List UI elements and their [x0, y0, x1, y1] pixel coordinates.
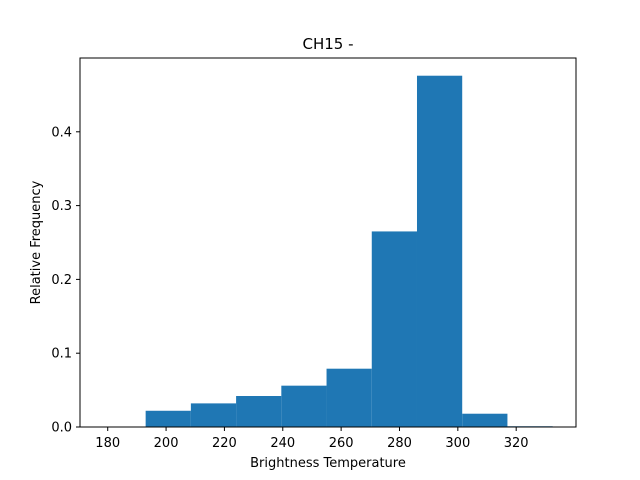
histogram-bar-6	[371, 231, 417, 427]
y-axis-label: Relative Frequency	[29, 180, 44, 304]
chart-title: CH15 -	[302, 35, 353, 53]
y-tick-label-2: 0.2	[51, 273, 72, 288]
histogram-bar-1	[145, 410, 191, 427]
histogram-bar-2	[190, 403, 237, 427]
y-tick-label-1: 0.1	[51, 347, 72, 362]
x-tick-label-1: 200	[154, 436, 179, 451]
y-axis-ticks: 0.0 0.1 0.2 0.3 0.4	[51, 125, 80, 436]
x-tick-label-0: 180	[95, 436, 120, 451]
histogram-bar-5	[326, 368, 372, 427]
x-axis-ticks: 180 200 220 240 260 280 300 320	[95, 427, 529, 451]
x-tick-label-5: 280	[387, 436, 412, 451]
y-tick-label-0: 0.0	[51, 421, 72, 436]
x-tick-label-7: 320	[504, 436, 529, 451]
x-tick-label-6: 300	[445, 436, 470, 451]
y-tick-label-3: 0.3	[51, 199, 72, 214]
x-tick-label-4: 260	[329, 436, 354, 451]
histogram-bar-8	[462, 413, 508, 427]
x-axis-label: Brightness Temperature	[250, 456, 406, 471]
bars-group	[145, 75, 553, 427]
histogram-bar-3	[236, 396, 282, 427]
histogram-bar-4	[281, 385, 327, 427]
plot-frame	[79, 57, 577, 428]
x-tick-label-2: 220	[212, 436, 237, 451]
histogram-bar-7	[416, 75, 463, 427]
x-tick-label-3: 240	[270, 436, 295, 451]
y-tick-label-4: 0.4	[51, 125, 72, 140]
